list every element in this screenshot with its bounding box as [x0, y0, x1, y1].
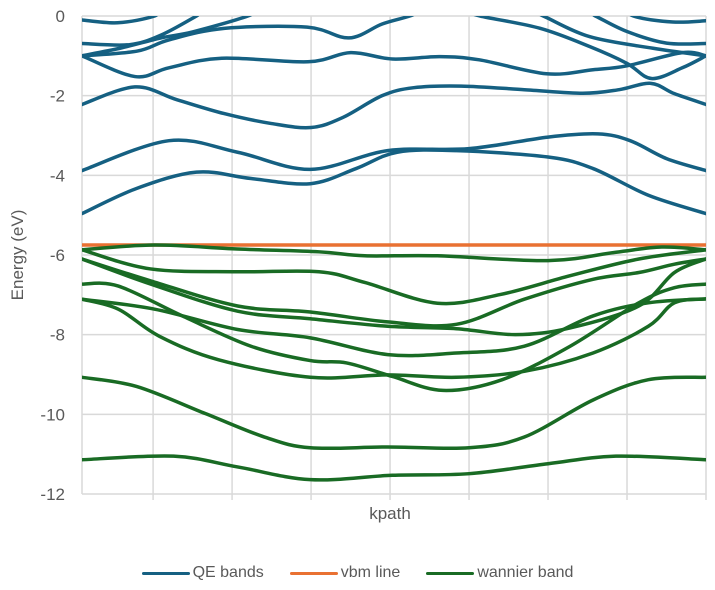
qe-bands-line	[82, 16, 706, 81]
y-tick-label: 0	[56, 7, 65, 26]
qe-bands-line	[82, 50, 706, 79]
legend-swatch	[426, 571, 475, 575]
wannier-band-line	[82, 454, 706, 482]
y-axis-title: Energy (eV)	[8, 210, 27, 301]
y-tick-label: -6	[50, 246, 65, 265]
y-tick-label: -8	[50, 326, 65, 345]
legend-swatch	[289, 571, 338, 575]
legend-item-qe-bands: QE bands	[141, 564, 264, 582]
legend-item-vbm-line: vbm line	[289, 564, 401, 582]
qe-bands-line	[82, 81, 706, 130]
gridlines	[81, 15, 707, 500]
y-tick-label: -2	[50, 87, 65, 106]
band-structure-chart: 0 -2 -4 -6 -8 -10 -12 kpath Energy (eV)	[8, 7, 707, 523]
qe-bands-line	[82, 16, 706, 47]
qe-bands-line	[82, 16, 706, 58]
legend-label: vbm line	[340, 564, 401, 581]
y-axis-ticks: 0 -2 -4 -6 -8 -10 -12	[40, 7, 65, 504]
legend-item-wannier-band: wannier band	[426, 564, 573, 582]
y-tick-label: -12	[40, 485, 65, 504]
legend-label: wannier band	[477, 564, 574, 581]
x-axis-title: kpath	[369, 504, 411, 523]
wannier-band-line	[82, 297, 706, 358]
wannier-band-line	[82, 257, 706, 328]
legend-swatch	[141, 571, 190, 575]
wannier-band-line	[82, 248, 706, 306]
plot-lines	[82, 16, 706, 482]
y-tick-label: -10	[40, 405, 65, 424]
qe-bands-line	[82, 16, 706, 25]
legend-label: QE bands	[192, 564, 264, 581]
wannier-band-line	[82, 243, 706, 263]
y-tick-label: -4	[50, 166, 65, 185]
legend: QE bands vbm line wannier band	[0, 564, 715, 582]
wannier-band-line	[82, 375, 706, 451]
qe-bands-line	[82, 148, 706, 216]
wannier-band-line	[82, 297, 706, 380]
